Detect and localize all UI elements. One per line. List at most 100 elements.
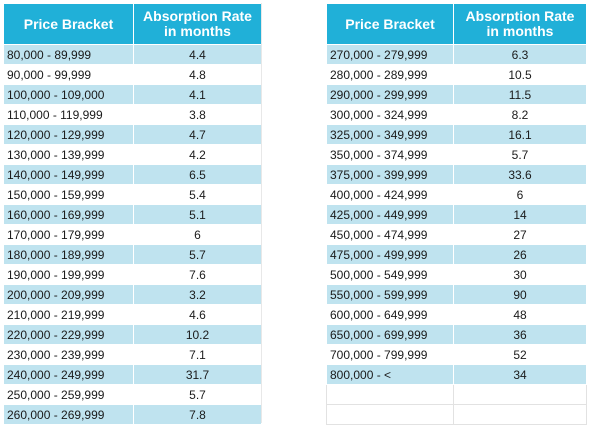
table-row: 160,000 - 169,999 5.1 <box>3 204 262 225</box>
absorption-rate-cell: 5.7 <box>133 384 262 405</box>
price-bracket-cell: 120,000 - 129,999 <box>3 124 134 145</box>
price-bracket-cell: 140,000 - 149,999 <box>3 164 134 185</box>
absorption-rate-cell: 6 <box>453 184 587 205</box>
absorption-rate-cell: 10.5 <box>453 64 587 85</box>
absorption-rate-cell: 7.8 <box>133 404 262 425</box>
right-table-body: 270,000 - 279,999 6.3 280,000 - 289,999 10.… <box>326 44 587 425</box>
price-bracket-cell: 400,000 - 424,999 <box>326 184 454 205</box>
table-row: 130,000 - 139,999 4.2 <box>3 144 262 165</box>
table-row: 140,000 - 149,999 6.5 <box>3 164 262 185</box>
table-row: 230,000 - 239,999 7.1 <box>3 344 262 365</box>
price-bracket-cell: 260,000 - 269,999 <box>3 404 134 425</box>
price-bracket-cell: 450,000 - 474,999 <box>326 224 454 245</box>
table-row: 200,000 - 209,999 3.2 <box>3 284 262 305</box>
price-bracket-cell: 190,000 - 199,999 <box>3 264 134 285</box>
table-row: 170,000 - 179,999 6 <box>3 224 262 245</box>
absorption-rate-cell: 34 <box>453 364 587 385</box>
price-bracket-cell: 290,000 - 299,999 <box>326 84 454 105</box>
table-row: 800,000 - <34 <box>326 364 587 385</box>
left-table-body: 80,000 - 89,999 4.4 90,000 - 99,999 4.8 100,… <box>3 44 262 425</box>
price-bracket-cell: 110,000 - 119,999 <box>3 104 134 125</box>
price-bracket-cell: 325,000 - 349,999 <box>326 124 454 145</box>
table-row: 600,000 - 649,999 48 <box>326 304 587 325</box>
table-row: 270,000 - 279,999 6.3 <box>326 44 587 65</box>
table-row: 550,000 - 599,999 90 <box>326 284 587 305</box>
price-bracket-cell: 600,000 - 649,999 <box>326 304 454 325</box>
price-bracket-cell: 350,000 - 374,999 <box>326 144 454 165</box>
price-bracket-cell: 170,000 - 179,999 <box>3 224 134 245</box>
price-bracket-cell: 180,000 - 189,999 <box>3 244 134 265</box>
empty-cell <box>326 404 454 425</box>
table-row: 650,000 - 699,999 36 <box>326 324 587 345</box>
right-absorption-table: Price Bracket Absorption Rate in months … <box>326 3 587 425</box>
price-bracket-cell: 270,000 - 279,999 <box>326 44 454 65</box>
table-row: 350,000 - 374,999 5.7 <box>326 144 587 165</box>
price-bracket-header: Price Bracket <box>3 3 134 45</box>
price-bracket-cell: 230,000 - 239,999 <box>3 344 134 365</box>
absorption-rate-cell: 4.4 <box>133 44 262 65</box>
absorption-rate-cell: 48 <box>453 304 587 325</box>
price-bracket-cell: 150,000 - 159,999 <box>3 184 134 205</box>
table-row: 190,000 - 199,999 7.6 <box>3 264 262 285</box>
table-row: 290,000 - 299,999 11.5 <box>326 84 587 105</box>
price-bracket-cell: 240,000 - 249,999 <box>3 364 134 385</box>
absorption-rate-cell: 52 <box>453 344 587 365</box>
absorption-rate-cell: 14 <box>453 204 587 225</box>
absorption-rate-cell: 5.7 <box>133 244 262 265</box>
absorption-rate-cell: 26 <box>453 244 587 265</box>
table-header-row: Price Bracket Absorption Rate in months <box>3 3 262 45</box>
price-bracket-cell: 250,000 - 259,999 <box>3 384 134 405</box>
price-bracket-cell: 550,000 - 599,999 <box>326 284 454 305</box>
table-row: 300,000 - 324,999 8.2 <box>326 104 587 125</box>
absorption-rate-cell: 36 <box>453 324 587 345</box>
absorption-rate-cell: 6.3 <box>453 44 587 65</box>
absorption-rate-cell: 4.6 <box>133 304 262 325</box>
price-bracket-cell: 300,000 - 324,999 <box>326 104 454 125</box>
empty-row <box>326 384 587 405</box>
absorption-rate-cell: 16.1 <box>453 124 587 145</box>
price-bracket-cell: 280,000 - 289,999 <box>326 64 454 85</box>
empty-cell <box>453 404 587 425</box>
absorption-rate-cell: 5.7 <box>453 144 587 165</box>
table-header-row: Price Bracket Absorption Rate in months <box>326 3 587 45</box>
price-bracket-cell: 90,000 - 99,999 <box>3 64 134 85</box>
table-row: 100,000 - 109,000 4.1 <box>3 84 262 105</box>
price-bracket-cell: 80,000 - 89,999 <box>3 44 134 65</box>
absorption-rate-cell: 6 <box>133 224 262 245</box>
table-row: 325,000 - 349,999 16.1 <box>326 124 587 145</box>
absorption-rate-header: Absorption Rate in months <box>453 3 587 45</box>
price-bracket-cell: 200,000 - 209,999 <box>3 284 134 305</box>
absorption-rate-header: Absorption Rate in months <box>133 3 262 45</box>
table-row: 240,000 - 249,999 31.7 <box>3 364 262 385</box>
price-bracket-cell: 700,000 - 799,999 <box>326 344 454 365</box>
absorption-rate-cell: 10.2 <box>133 324 262 345</box>
price-bracket-cell: 475,000 - 499,999 <box>326 244 454 265</box>
absorption-rate-cell: 3.8 <box>133 104 262 125</box>
column-gap <box>261 3 328 423</box>
absorption-rate-cell: 7.6 <box>133 264 262 285</box>
table-row: 450,000 - 474,999 27 <box>326 224 587 245</box>
absorption-rate-cell: 27 <box>453 224 587 245</box>
absorption-rate-cell: 11.5 <box>453 84 587 105</box>
table-row: 400,000 - 424,999 6 <box>326 184 587 205</box>
absorption-rate-cell: 7.1 <box>133 344 262 365</box>
absorption-rate-cell: 4.7 <box>133 124 262 145</box>
absorption-rate-cell: 4.8 <box>133 64 262 85</box>
table-row: 425,000 - 449,999 14 <box>326 204 587 225</box>
table-row: 120,000 - 129,999 4.7 <box>3 124 262 145</box>
price-bracket-cell: 425,000 - 449,999 <box>326 204 454 225</box>
absorption-rate-cell: 3.2 <box>133 284 262 305</box>
table-row: 220,000 - 229,999 10.2 <box>3 324 262 345</box>
price-bracket-cell: 800,000 - < <box>326 364 454 385</box>
absorption-rate-cell: 4.1 <box>133 84 262 105</box>
empty-cell <box>453 384 587 405</box>
price-bracket-cell: 160,000 - 169,999 <box>3 204 134 225</box>
absorption-rate-cell: 8.2 <box>453 104 587 125</box>
price-bracket-cell: 650,000 - 699,999 <box>326 324 454 345</box>
table-row: 700,000 - 799,999 52 <box>326 344 587 365</box>
table-row: 80,000 - 89,999 4.4 <box>3 44 262 65</box>
table-row: 375,000 - 399,999 33.6 <box>326 164 587 185</box>
absorption-rate-cell: 4.2 <box>133 144 262 165</box>
price-bracket-cell: 100,000 - 109,000 <box>3 84 134 105</box>
